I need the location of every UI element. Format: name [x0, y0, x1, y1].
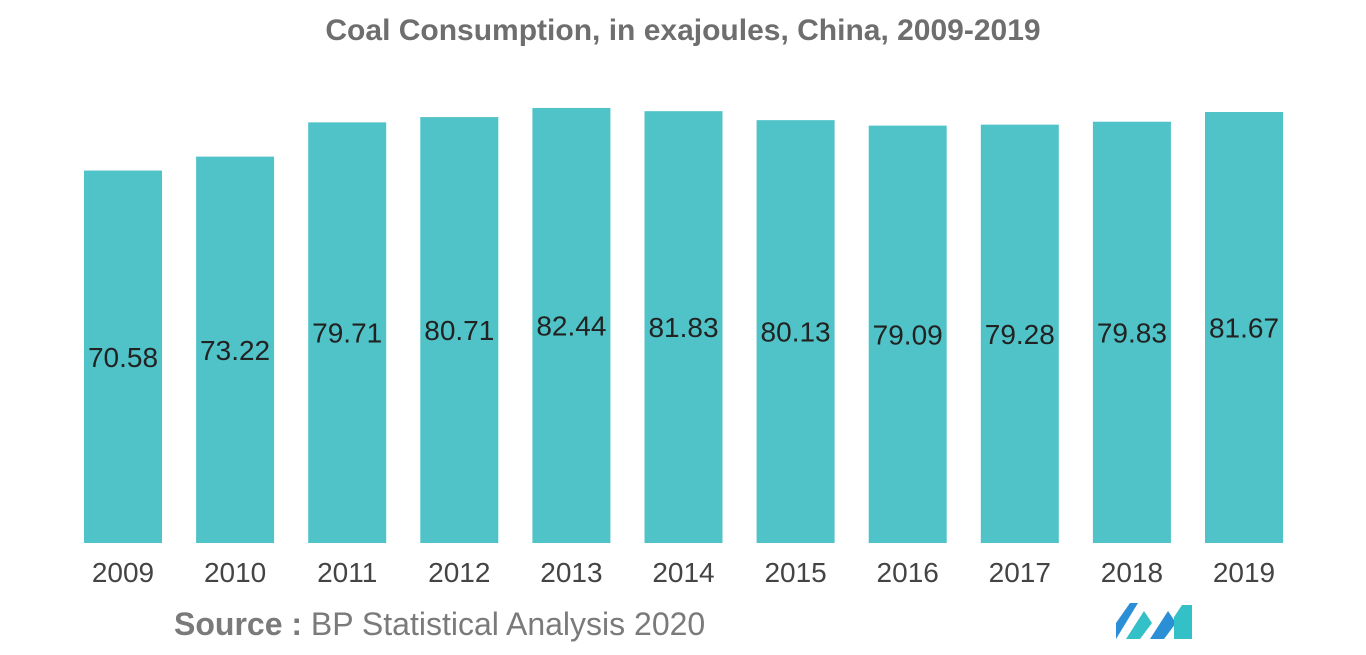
x-tick-label-2010: 2010 [204, 557, 266, 588]
bar-2017 [980, 124, 1059, 543]
x-tick-label-2016: 2016 [877, 557, 939, 588]
bars-group [84, 107, 1283, 544]
value-label-2014: 81.83 [648, 312, 718, 343]
bar-2016 [868, 125, 947, 544]
mordor-intelligence-logo-icon [1116, 603, 1192, 639]
value-label-2009: 70.58 [88, 342, 158, 373]
bar-2009 [84, 170, 162, 543]
value-labels-group: 70.58 73.22 79.71 80.71 82.44 81.83 80.13 79.09… [88, 310, 1279, 372]
bar-chart: 70.58 73.22 79.71 80.71 82.44 81.83 80.13 79.09… [84, 107, 1283, 588]
source-note: Source : BP Statistical Analysis 2020 [174, 606, 705, 643]
bar-2012 [420, 117, 499, 543]
x-tick-label-2013: 2013 [540, 557, 602, 588]
value-label-2017: 79.28 [985, 319, 1055, 350]
source-label: Source : [174, 606, 303, 642]
value-label-2013: 82.44 [536, 310, 606, 341]
value-label-2016: 79.09 [873, 319, 943, 350]
value-label-2011: 79.71 [312, 318, 382, 349]
x-tick-label-2011: 2011 [317, 557, 377, 588]
value-label-2018: 79.83 [1097, 317, 1167, 348]
chart-title: Coal Consumption, in exajoules, China, 2… [325, 14, 1041, 47]
bar-2018 [1092, 121, 1171, 544]
bar-2014 [644, 111, 723, 543]
bar-2011 [308, 122, 387, 543]
x-tick-label-2009: 2009 [92, 557, 154, 588]
bar-2010 [196, 156, 275, 544]
source-text: BP Statistical Analysis 2020 [302, 606, 706, 642]
x-tick-label-2015: 2015 [764, 557, 826, 588]
x-tick-label-2017: 2017 [989, 557, 1051, 588]
bar-2019 [1205, 112, 1283, 543]
value-label-2010: 73.22 [200, 335, 270, 366]
bar-2015 [756, 120, 835, 544]
value-label-2012: 80.71 [424, 315, 494, 346]
x-tick-label-2014: 2014 [652, 557, 714, 588]
x-tick-label-2018: 2018 [1101, 557, 1163, 588]
x-tick-label-2012: 2012 [428, 557, 490, 588]
value-label-2019: 81.67 [1209, 313, 1279, 344]
x-tick-label-2019: 2019 [1213, 557, 1275, 588]
bar-2013 [532, 107, 611, 544]
x-tick-labels-group: 2009 2010 2011 2012 2013 2014 2015 2016 2017 2018… [92, 557, 1275, 588]
value-label-2015: 80.13 [761, 317, 831, 348]
